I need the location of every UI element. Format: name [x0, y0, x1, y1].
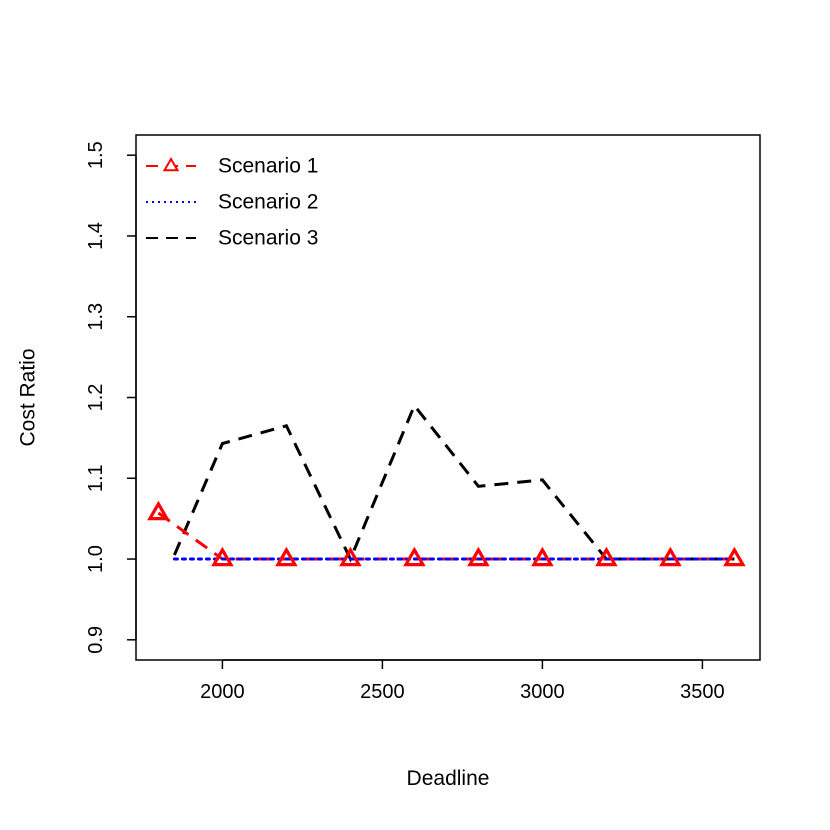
x-axis-title: Deadline: [407, 767, 490, 790]
x-tick-label: 3000: [520, 681, 565, 703]
x-tick-label: 3500: [680, 681, 725, 703]
series-1-point: [467, 546, 490, 567]
y-tick-label: 1.3: [85, 303, 107, 331]
x-tick-label: 2500: [360, 681, 405, 703]
series-1-point: [211, 546, 234, 567]
series-1-point: [723, 546, 746, 567]
series-line-3: [173, 402, 735, 563]
series-1-point: [147, 500, 170, 521]
legend-label-3: Scenario 3: [218, 227, 318, 250]
series-1-point: [659, 546, 682, 567]
series-1-point: [403, 546, 426, 567]
x-tick-label: 2000: [200, 681, 245, 703]
series-1-point: [595, 546, 618, 567]
y-tick-label: 0.9: [85, 626, 107, 654]
y-tick-label: 1.4: [85, 222, 107, 250]
series-layer: [157, 402, 736, 563]
series-1-point: [339, 546, 362, 567]
marker-layer: [147, 500, 746, 567]
y-tick-label: 1.5: [85, 141, 107, 169]
y-tick-label: 1.0: [85, 545, 107, 573]
y-tick-label: 1.2: [85, 384, 107, 412]
legend-label-2: Scenario 2: [218, 191, 318, 214]
y-axis: 0.9 1.0 1.1 1.2 1.3 1.4 1.5: [85, 141, 137, 654]
legend-label-1: Scenario 1: [218, 155, 318, 178]
legend: Scenario 1 Scenario 2 Scenario 3: [146, 155, 318, 250]
legend-marker-1: [162, 157, 180, 172]
series-1-point: [275, 546, 298, 567]
series-1-point: [531, 546, 554, 567]
y-axis-title: Cost Ratio: [17, 348, 40, 446]
x-axis: 2000 2500 3000 3500: [200, 659, 725, 703]
y-tick-label: 1.1: [85, 464, 107, 492]
